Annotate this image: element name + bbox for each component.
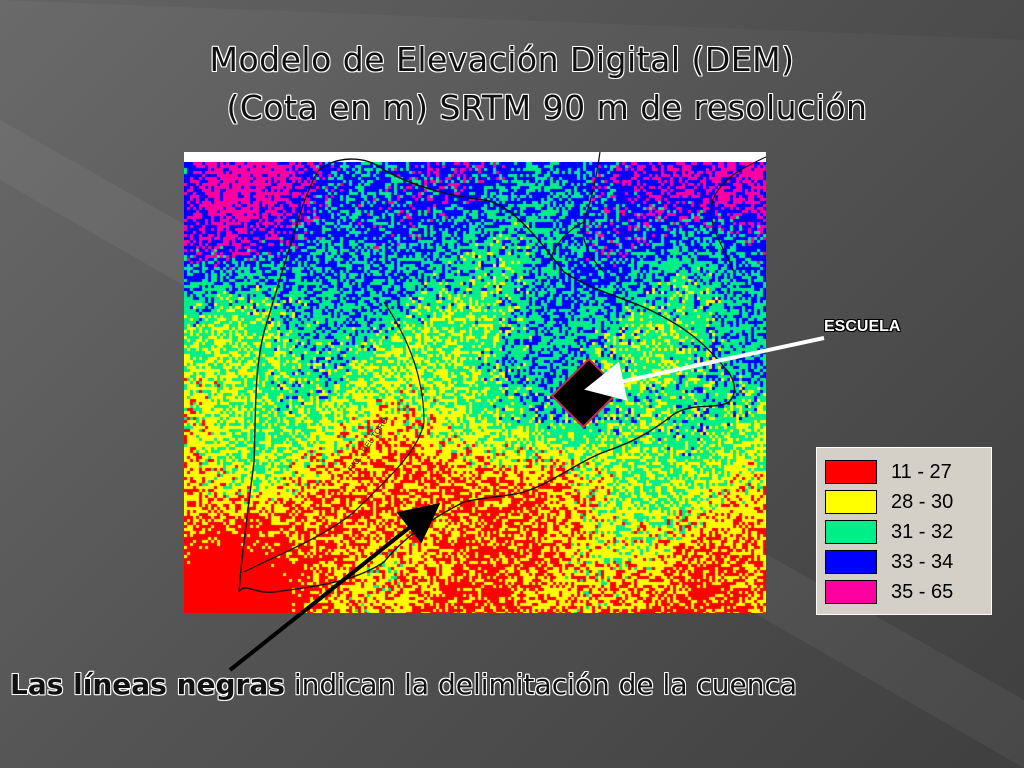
- legend-label: 28 - 30: [891, 490, 954, 513]
- legend-swatch: [825, 520, 877, 544]
- caption-text: indican la delimitación de la cuenca: [284, 668, 798, 701]
- legend-swatch: [825, 580, 877, 604]
- watershed-boundary: [238, 158, 736, 593]
- caption-emphasis: Las líneas negras: [10, 668, 285, 701]
- legend-label: 33 - 34: [891, 550, 954, 573]
- legend-row: 33 - 34: [825, 550, 953, 574]
- slide-title-line2: (Cota en m) SRTM 90 m de resolución: [226, 88, 868, 127]
- legend-label: 11 - 27: [891, 460, 952, 483]
- river-label: RIO... DEL TORO: [346, 416, 390, 473]
- school-marker: [550, 357, 622, 429]
- dem-map: RIO... DEL TORO: [184, 152, 766, 613]
- legend-swatch: [825, 490, 877, 514]
- legend-label: 35 - 65: [891, 580, 954, 603]
- drainage-line: [548, 152, 605, 273]
- school-label: ESCUELA: [824, 318, 901, 335]
- legend-swatch: [825, 550, 877, 574]
- map-overlay: RIO... DEL TORO: [238, 152, 766, 593]
- legend-label: 31 - 32: [891, 520, 954, 543]
- slide-title-line1: Modelo de Elevación Digital (DEM): [209, 40, 795, 79]
- inner-boundary: [243, 301, 425, 573]
- legend-row: 35 - 65: [825, 580, 953, 604]
- legend-row: 11 - 27: [825, 460, 952, 484]
- legend-swatch: [825, 460, 877, 484]
- elevation-legend: 11 - 27 28 - 30 31 - 32 33 - 34 35 - 65: [816, 447, 992, 615]
- slide-caption: Las líneas negras indican la delimitació…: [10, 668, 797, 701]
- legend-row: 28 - 30: [825, 490, 953, 514]
- legend-row: 31 - 32: [825, 520, 953, 544]
- drainage-line-east: [710, 156, 766, 273]
